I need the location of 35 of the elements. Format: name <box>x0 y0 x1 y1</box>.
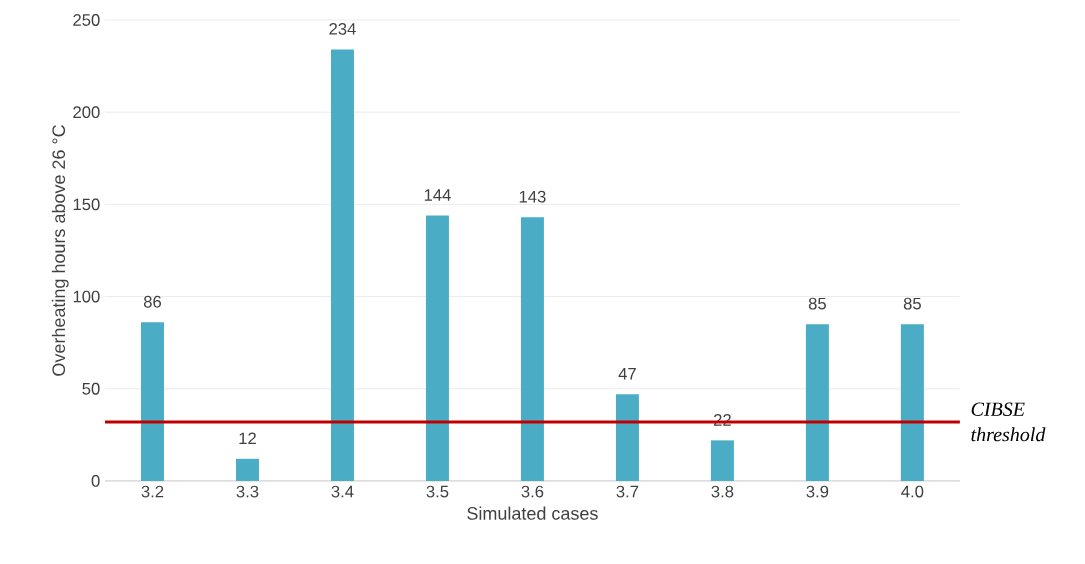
x-tick-label: 3.6 <box>521 485 544 498</box>
data-label: 12 <box>239 432 256 445</box>
x-tick-label: 4.0 <box>901 485 924 498</box>
bar <box>330 49 354 481</box>
y-axis-title: Overheating hours above 26 °C <box>51 125 69 376</box>
y-tick-label: 250 <box>73 14 100 26</box>
x-tick-label: 3.8 <box>711 485 734 498</box>
bar <box>235 458 259 481</box>
data-label: 144 <box>424 189 451 201</box>
bar <box>900 324 924 481</box>
bar <box>520 217 544 481</box>
bar <box>425 215 449 481</box>
ref-line-label: CIBSE threshold <box>971 402 1046 442</box>
data-label: 234 <box>329 23 356 35</box>
data-label: 47 <box>618 368 636 380</box>
y-tick-label: 50 <box>82 382 100 395</box>
x-tick-label: 3.3 <box>236 485 259 498</box>
data-label: 85 <box>903 297 921 310</box>
y-tick-label: 150 <box>73 198 100 211</box>
bar <box>140 322 164 481</box>
x-tick-label: 3.7 <box>616 485 639 498</box>
bar <box>805 324 829 481</box>
y-tick-label: 100 <box>73 290 100 303</box>
bar <box>710 440 734 481</box>
bar <box>615 394 639 481</box>
x-tick-label: 3.4 <box>331 485 354 498</box>
data-label: 86 <box>143 295 162 308</box>
data-label: 143 <box>519 190 546 203</box>
x-axis-title: Simulated cases <box>467 506 598 520</box>
data-label: 85 <box>808 297 826 310</box>
y-tick-label: 0 <box>91 475 100 487</box>
x-tick-label: 3.2 <box>141 485 164 498</box>
x-tick-label: 3.5 <box>426 485 449 498</box>
x-tick-label: 3.9 <box>806 485 829 498</box>
y-tick-label: 200 <box>73 106 100 119</box>
